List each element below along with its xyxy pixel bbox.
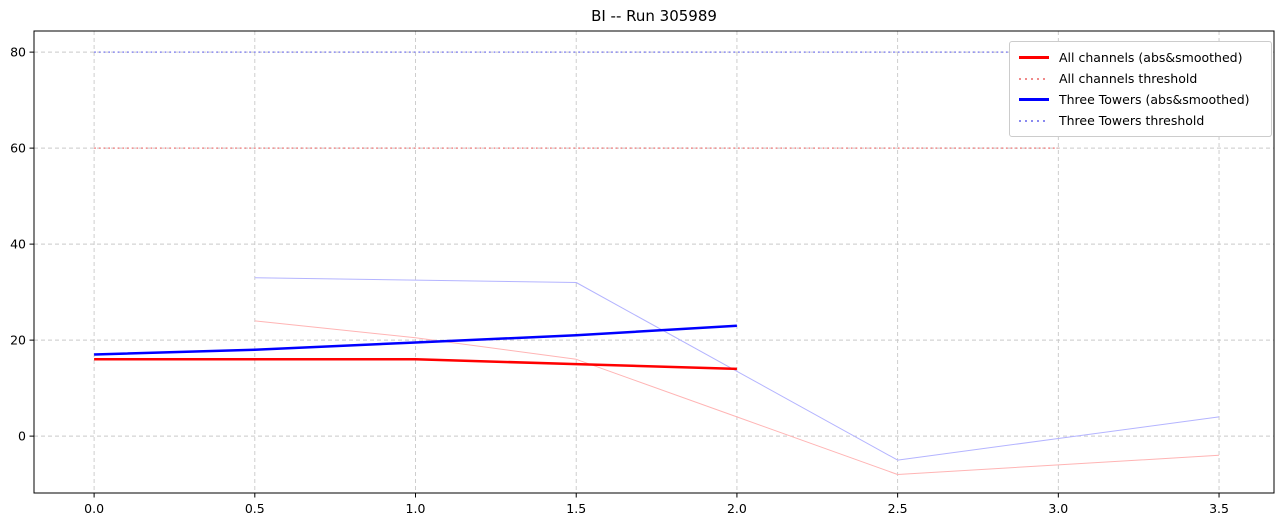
legend-label: Three Towers (abs&smoothed)	[1059, 92, 1250, 107]
legend-entry: Three Towers (abs&smoothed)	[1019, 89, 1262, 110]
legend-line-sample	[1019, 77, 1049, 80]
legend-line-sample	[1019, 119, 1049, 122]
x-tick-label: 1.5	[566, 501, 587, 516]
legend-entry: Three Towers threshold	[1019, 110, 1262, 131]
x-tick-label: 3.0	[1048, 501, 1069, 516]
x-tick-label: 0.5	[244, 501, 265, 516]
y-tick-label: 40	[10, 236, 26, 252]
legend: All channels (abs&smoothed) All channels …	[1009, 41, 1272, 137]
x-tick-label: 2.0	[726, 501, 747, 516]
series-line-all-channels-raw-	[254, 320, 1220, 475]
legend-entry: All channels threshold	[1019, 68, 1262, 89]
legend-line-sample	[1019, 56, 1049, 59]
y-tick-label: 0	[18, 428, 26, 444]
legend-label: Three Towers threshold	[1059, 113, 1205, 128]
legend-label: All channels (abs&smoothed)	[1059, 50, 1243, 65]
series-line-all-channels-abs-smoothed-	[94, 358, 737, 371]
y-tick-label: 20	[10, 332, 26, 348]
series-line-three-towers-raw-	[254, 277, 1220, 461]
series-line-three-towers-abs-smoothed-	[94, 324, 737, 356]
legend-line-sample	[1019, 98, 1049, 101]
y-tick-label: 80	[10, 44, 26, 60]
legend-label: All channels threshold	[1059, 71, 1198, 86]
y-tick-label: 60	[10, 140, 26, 156]
x-tick-label: 3.5	[1209, 501, 1229, 516]
legend-entry: All channels (abs&smoothed)	[1019, 47, 1262, 68]
x-tick-label: 1.0	[405, 501, 426, 516]
chart-title: BI -- Run 305989	[591, 7, 717, 25]
axes-spines	[33, 30, 1275, 494]
x-tick-label: 0.0	[84, 501, 105, 516]
x-tick-label: 2.5	[887, 501, 908, 516]
